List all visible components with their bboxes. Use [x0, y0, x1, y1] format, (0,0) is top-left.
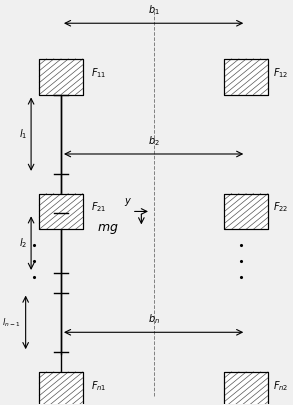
- Text: $y$: $y$: [124, 196, 132, 207]
- Bar: [39, 372, 83, 405]
- Text: $F_{21}$: $F_{21}$: [91, 200, 107, 214]
- Text: $l_{n-1}$: $l_{n-1}$: [2, 316, 20, 328]
- Text: $b_n$: $b_n$: [148, 313, 160, 326]
- Bar: [39, 194, 83, 229]
- Bar: [39, 372, 83, 405]
- Bar: [224, 372, 268, 405]
- Bar: [224, 194, 268, 229]
- Bar: [224, 194, 268, 229]
- Text: $mg$: $mg$: [96, 222, 118, 236]
- Bar: [224, 59, 268, 94]
- Text: $F_{22}$: $F_{22}$: [273, 200, 289, 214]
- Bar: [39, 59, 83, 94]
- Text: $F_{11}$: $F_{11}$: [91, 66, 107, 80]
- Bar: [224, 59, 268, 94]
- Bar: [39, 194, 83, 229]
- Text: $l_2$: $l_2$: [19, 236, 27, 250]
- Bar: [39, 59, 83, 94]
- Text: $F_{12}$: $F_{12}$: [273, 66, 289, 80]
- Bar: [224, 372, 268, 405]
- Text: $b_2$: $b_2$: [148, 134, 159, 148]
- Text: $l_1$: $l_1$: [19, 127, 27, 141]
- Text: $F_{n2}$: $F_{n2}$: [273, 379, 289, 393]
- Text: $F_{n1}$: $F_{n1}$: [91, 379, 107, 393]
- Text: $b_1$: $b_1$: [148, 4, 159, 17]
